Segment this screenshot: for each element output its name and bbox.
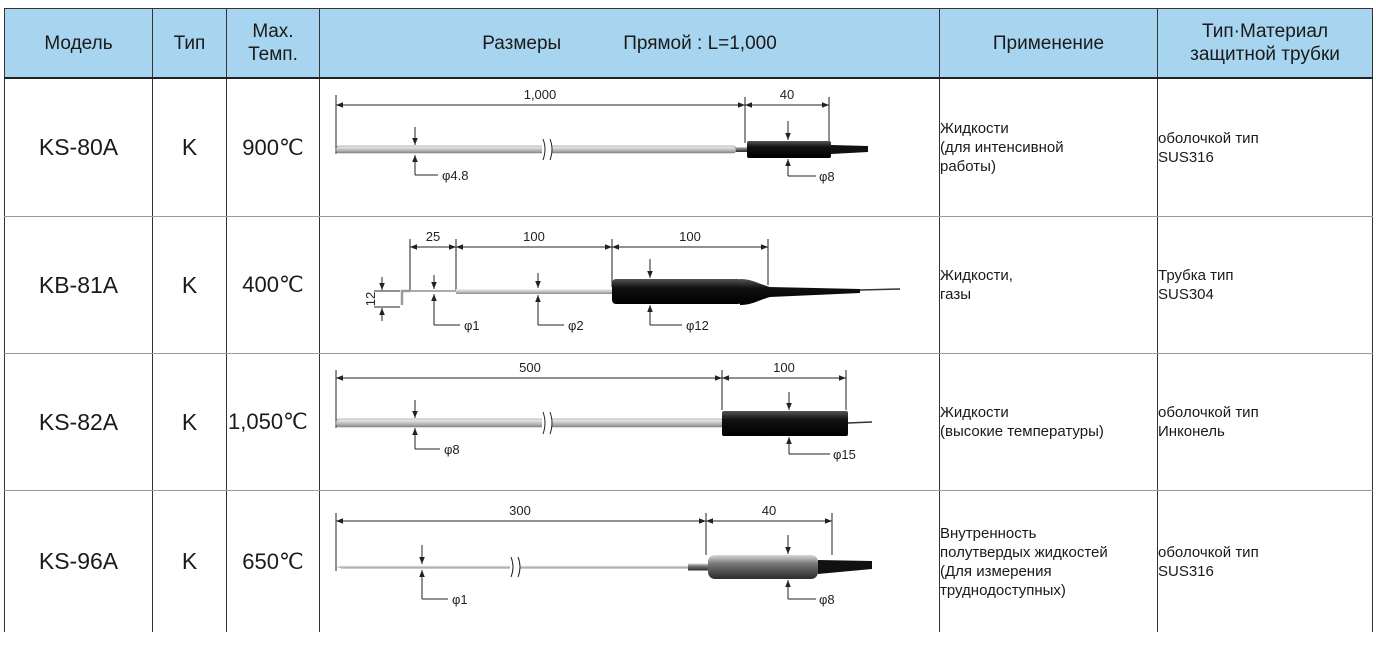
dim-handle-diameter: φ8 [819,169,835,184]
dim-length-label: 300 [509,503,531,518]
probe-drawing-ks96a: 300 40 φ1 φ8 [335,503,872,607]
dim-handle-label: 40 [780,87,794,102]
header-dimensions: Размеры Прямой : L=1,000 [319,8,940,79]
table-row: KS-80A K 900℃ 1,000 40 [4,78,1373,217]
header-application: Применение [939,8,1158,79]
material-cell: оболочкой тип SUS316 [1157,78,1373,217]
dim-mid-diameter: φ2 [568,318,584,333]
dim-tip-diameter: φ1 [464,318,480,333]
dimension-drawing-cell: 1,000 40 φ4.8 [319,78,940,217]
max-temp-cell: 400℃ [226,216,320,354]
type-cell: K [152,78,227,217]
material-cell: оболочкой тип SUS316 [1157,490,1373,632]
material-line: оболочкой тип [1158,129,1259,147]
application-line: полутвердых жидкостей [940,543,1108,561]
max-temp-cell: 1,050℃ [226,353,320,491]
model-cell: KS-80A [4,78,153,217]
material-line: SUS304 [1158,286,1214,303]
application-cell: Внутренность полутвердых жидкостей (Для … [939,490,1158,632]
type-cell: K [152,216,227,354]
header-material-line2: защитной трубки [1190,44,1340,65]
table-row: KS-82A K 1,050℃ 500 100 [4,353,1373,491]
application-cell: Жидкости (высокие температуры) [939,353,1158,491]
dim-bend-label: 12 [363,292,378,306]
header-max-temp: Max. Темп. [226,8,320,79]
type-cell: K [152,490,227,632]
max-temp-cell: 650℃ [226,490,320,632]
material-cell: Трубка тип SUS304 [1157,216,1373,354]
application-line: Жидкости [940,404,1009,421]
application-line: (высокие температуры) [940,423,1104,440]
header-max-temp-line1: Max. [252,21,294,42]
header-straight-length: Прямой : L=1,000 [623,32,777,54]
dim-probe-diameter: φ1 [452,592,468,607]
application-cell: Жидкости, газы [939,216,1158,354]
material-line: Трубка тип [1158,267,1234,284]
header-max-temp-line2: Темп. [248,44,298,65]
dimension-drawing-cell: 25 100 100 12 [319,216,940,354]
material-line: SUS316 [1158,148,1214,166]
application-cell: Жидкости (для интенсивной работы) [939,78,1158,217]
max-temp-cell: 900℃ [226,78,320,217]
dim-mid-label: 100 [523,229,545,244]
dim-length-label: 1,000 [524,87,557,102]
dim-tip-label: 25 [426,229,440,244]
dim-handle-label: 40 [762,503,776,518]
header-type: Тип [152,8,227,79]
application-line: Жидкости [940,120,1009,137]
dim-handle-diameter: φ8 [819,592,835,607]
model-cell: KB-81A [4,216,153,354]
application-line: Жидкости, [940,267,1013,284]
application-line: (Для измерения [940,562,1052,580]
material-line: оболочкой тип [1158,404,1259,421]
dim-handle-label: 100 [679,229,701,244]
application-line: Внутренность [940,524,1037,542]
application-line: работы) [940,158,996,175]
dim-handle-diameter: φ15 [833,447,856,462]
probe-drawing-ks82a: 500 100 φ8 φ15 [335,360,873,462]
material-line: Инконель [1158,423,1225,440]
table-row: KS-96A K 650℃ 300 40 [4,490,1373,632]
material-line: оболочкой тип [1158,543,1259,561]
header-material-line1: Тип·Материал [1201,21,1329,42]
material-cell: оболочкой тип Инконель [1157,353,1373,491]
header-row: Модель Тип Max. Темп. Размеры Прямой : L=… [4,8,1373,79]
application-line: газы [940,286,971,303]
table-row: KB-81A K 400℃ 25 100 100 [4,216,1373,354]
dim-handle-label: 100 [773,360,795,375]
dim-probe-diameter: φ4.8 [442,168,469,183]
header-material: Тип·Материал защитной трубки [1157,8,1373,79]
type-cell: K [152,353,227,491]
material-line: SUS316 [1158,562,1214,580]
dimension-drawing-cell: 500 100 φ8 φ15 [319,353,940,491]
header-model: Модель [4,8,153,79]
dim-probe-diameter: φ8 [444,442,460,457]
probe-drawing-ks80a: 1,000 40 φ4.8 [335,87,868,184]
application-line: (для интенсивной [940,139,1064,156]
dim-length-label: 500 [519,360,541,375]
model-cell: KS-82A [4,353,153,491]
dimension-drawing-cell: 300 40 φ1 φ8 [319,490,940,632]
thermocouple-spec-table: Модель Тип Max. Темп. Размеры Прямой : L=… [4,8,1373,632]
probe-drawing-kb81a: 25 100 100 12 [363,229,901,333]
header-dimensions-label: Размеры [482,32,562,54]
model-cell: KS-96A [4,490,153,632]
dim-handle-diameter: φ12 [686,318,709,333]
application-line: труднодоступных) [940,581,1066,599]
